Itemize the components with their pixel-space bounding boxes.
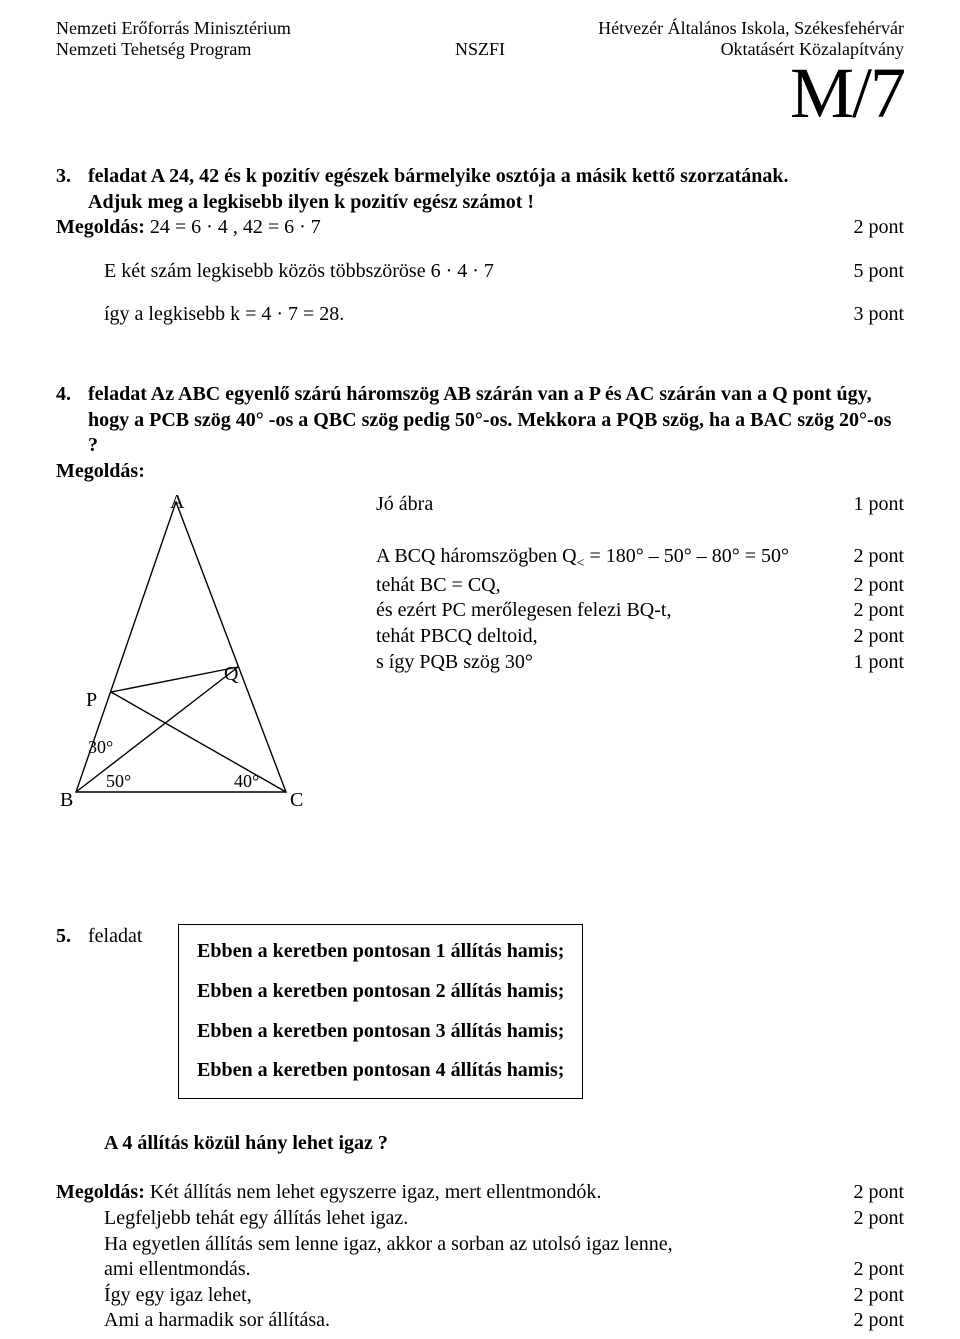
solution-4-r2-pts: 2 pont [829, 573, 904, 599]
problem-5-box-l4: Ebben a keretben pontosan 4 állítás hami… [197, 1058, 564, 1084]
solution-4-r3-pts: 2 pont [829, 598, 904, 624]
diagram-label-Q: Q [224, 662, 238, 688]
problem-5-box-l3: Ebben a keretben pontosan 3 állítás hami… [197, 1019, 564, 1045]
solution-4-label: Megoldás: [56, 459, 904, 485]
solution-5-label: Megoldás: [56, 1181, 145, 1203]
solution-4-r3: és ezért PC merőlegesen felezi BQ-t, [376, 598, 829, 624]
problem-5-number: 5. [56, 924, 88, 950]
solution-3-r1-pts: 5 pont [829, 259, 904, 285]
solution-5-r4: Így egy igaz lehet, [104, 1283, 829, 1309]
solution-5-r3a: Ha egyetlen állítás sem lenne igaz, akko… [104, 1232, 904, 1258]
diagram-label-P: P [86, 688, 97, 714]
solution-5-r3b: ami ellentmondás. [104, 1257, 829, 1283]
solution-3-lead-pts: 2 pont [829, 215, 904, 241]
problem-5-box-l2: Ebben a keretben pontosan 2 állítás hami… [197, 979, 564, 1005]
solution-5: Megoldás: Két állítás nem lehet egyszerr… [56, 1180, 904, 1334]
triangle-diagram: A P Q B C 30° 50° 40° [56, 492, 316, 852]
header-left-1: Nemzeti Erőforrás Minisztérium [56, 18, 291, 39]
problem-5-label: feladat [88, 924, 178, 950]
solution-4-r4-pts: 2 pont [829, 624, 904, 650]
solution-5-r3b-pts: 2 pont [829, 1257, 904, 1283]
solution-4-r1a: A BCQ háromszögben Q [376, 545, 577, 567]
diagram-label-B: B [60, 788, 73, 814]
solution-4-r2: tehát BC = CQ, [376, 573, 829, 599]
problem-4: 4. feladat Az ABC egyenlő szárú háromszö… [56, 382, 904, 459]
diagram-angle-30: 30° [88, 736, 113, 759]
solution-3-label: Megoldás: [56, 216, 145, 238]
problem-3-text-2: Adjuk meg a legkisebb ilyen k pozitív eg… [88, 191, 534, 213]
diagram-label-A: A [170, 490, 184, 516]
diagram-angle-50: 50° [106, 770, 131, 793]
solution-4-r5-pts: 1 pont [829, 650, 904, 676]
solution-5-r2-pts: 2 pont [829, 1206, 904, 1232]
solution-5-r4-pts: 2 pont [829, 1283, 904, 1309]
problem-3: 3. feladat A 24, 42 és k pozitív egészek… [56, 164, 904, 215]
problem-5-box-l1: Ebben a keretben pontosan 1 állítás hami… [197, 939, 564, 965]
problem-5-box: Ebben a keretben pontosan 1 állítás hami… [178, 924, 583, 1098]
problem-5-question: A 4 állítás közül hány lehet igaz ? [104, 1131, 904, 1157]
solution-5-r2: Legfeljebb tehát egy állítás lehet igaz. [104, 1206, 829, 1232]
solution-4-r5: s így PQB szög 30° [376, 650, 829, 676]
solution-4-r1-pts: 2 pont [829, 544, 904, 573]
solution-3: Megoldás: 24 = 6 · 4 , 42 = 6 · 7 2 pont… [56, 215, 904, 328]
problem-3-number: 3. [56, 164, 88, 215]
header-right-1: Hétvezér Általános Iskola, Székesfehérvá… [598, 18, 904, 39]
problem-4-text: Az ABC egyenlő szárú háromszög AB szárán… [88, 383, 891, 456]
diagram-label-C: C [290, 788, 303, 814]
solution-4: Megoldás: [56, 459, 904, 853]
solution-3-r1: E két szám legkisebb közös többszöröse 6… [104, 259, 494, 285]
solution-4-r0: Jó ábra [376, 492, 829, 518]
problem-3-text-1: A 24, 42 és k pozitív egészek bármelyike… [151, 165, 789, 187]
page-corner-label: M/7 [790, 52, 904, 135]
solution-4-r0-pts: 1 pont [829, 492, 904, 518]
problem-4-label: feladat [88, 383, 147, 405]
diagram-angle-40: 40° [234, 770, 259, 793]
page-header: Nemzeti Erőforrás Minisztérium Hétvezér … [56, 18, 904, 39]
problem-4-number: 4. [56, 382, 88, 459]
solution-5-r5-pts: 2 pont [829, 1308, 904, 1334]
solution-5-r5: Ami a harmadik sor állítása. [104, 1308, 829, 1334]
page-header-2: Nemzeti Tehetség Program NSZFI Oktatásér… [56, 39, 904, 60]
solution-4-r4: tehát PBCQ deltoid, [376, 624, 829, 650]
solution-3-lead: 24 = 6 · 4 , 42 = 6 · 7 [150, 216, 321, 238]
problem-3-label: feladat [88, 165, 147, 187]
solution-4-r1b: = 180° – 50° – 80° = 50° [584, 545, 789, 567]
problem-5: 5. feladat Ebben a keretben pontosan 1 á… [56, 924, 904, 1156]
solution-5-r1-pts: 2 pont [829, 1180, 904, 1206]
solution-5-r1: Két állítás nem lehet egyszerre igaz, me… [150, 1181, 602, 1203]
header-center-2: NSZFI [56, 39, 904, 60]
solution-3-r2: így a legkisebb k = 4 · 7 = 28. [104, 302, 344, 328]
solution-3-r2-pts: 3 pont [829, 302, 904, 328]
